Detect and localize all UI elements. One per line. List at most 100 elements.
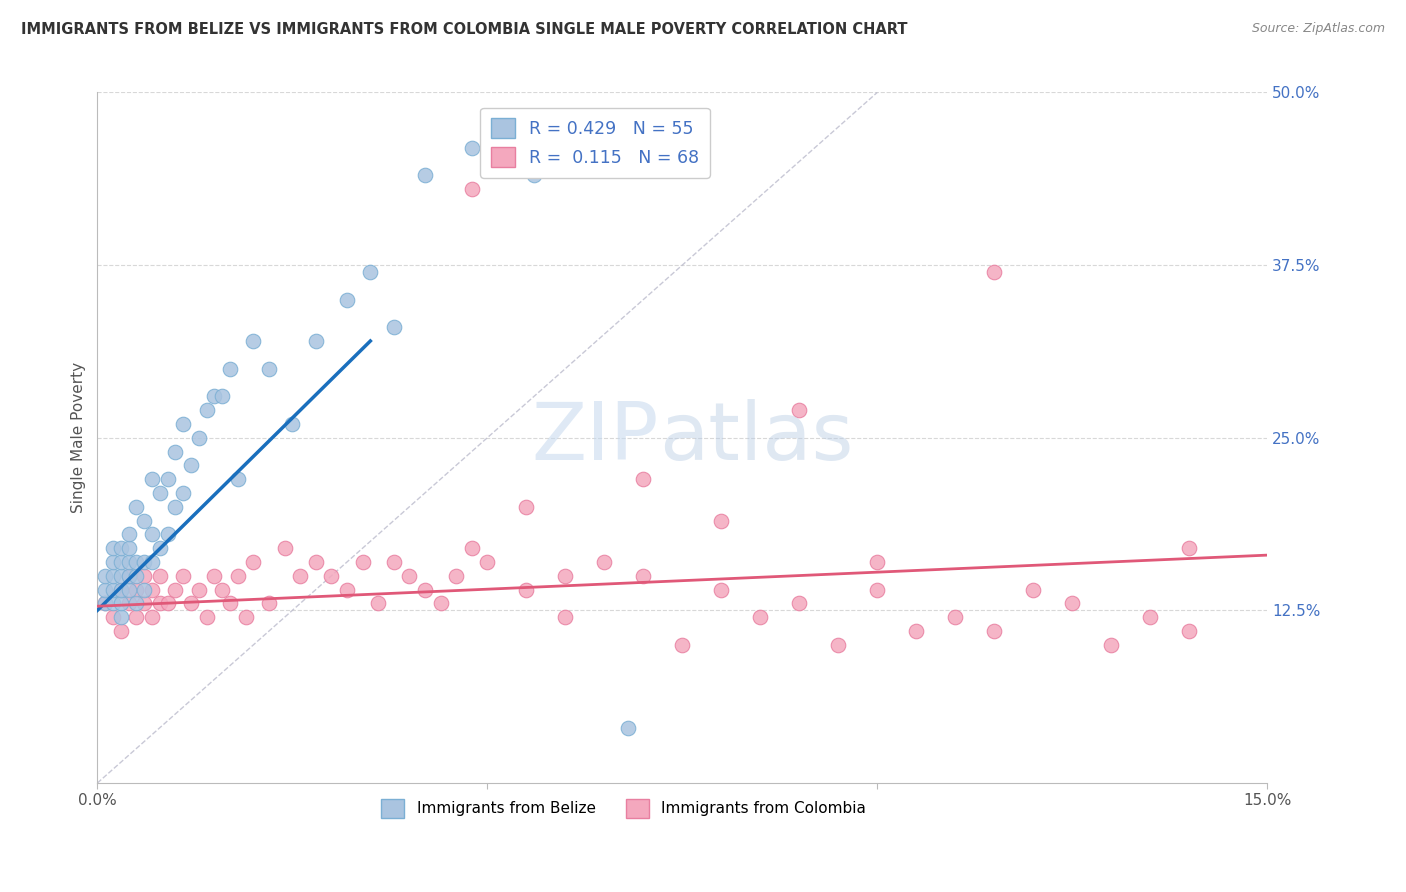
Point [165,500,187,514]
Point [336,293,359,307]
Point [288,569,311,583]
Point [671,638,693,652]
Point [117,597,139,611]
Point [461,182,484,196]
Point [523,168,546,182]
Point [156,527,179,541]
Point [134,569,156,583]
Point [827,638,849,652]
Point [352,555,374,569]
Point [165,582,187,597]
Point [382,320,405,334]
Point [1178,624,1201,639]
Point [710,582,733,597]
Point [94,582,117,597]
Point [94,597,117,611]
Point [257,597,280,611]
Point [134,597,156,611]
Point [195,610,218,624]
Point [336,582,359,597]
Point [257,361,280,376]
Point [134,514,156,528]
Point [110,610,132,624]
Point [172,486,194,500]
Point [515,500,537,514]
Point [180,597,202,611]
Point [444,569,467,583]
Point [461,541,484,556]
Point [789,403,811,417]
Point [110,624,132,639]
Point [226,569,249,583]
Point [156,597,179,611]
Legend: Immigrants from Belize, Immigrants from Colombia: Immigrants from Belize, Immigrants from … [375,793,872,823]
Point [219,597,242,611]
Point [866,582,889,597]
Point [211,582,233,597]
Point [461,140,484,154]
Point [149,541,172,556]
Text: IMMIGRANTS FROM BELIZE VS IMMIGRANTS FROM COLOMBIA SINGLE MALE POVERTY CORRELATI: IMMIGRANTS FROM BELIZE VS IMMIGRANTS FRO… [21,22,908,37]
Point [983,624,1005,639]
Point [195,403,218,417]
Point [616,721,638,735]
Point [1062,597,1084,611]
Point [477,555,499,569]
Point [117,569,139,583]
Point [413,582,436,597]
Point [172,417,194,431]
Point [141,472,163,486]
Point [211,389,233,403]
Point [117,527,139,541]
Point [905,624,928,639]
Point [1178,541,1201,556]
Point [235,610,257,624]
Point [110,569,132,583]
Point [110,597,132,611]
Point [141,610,163,624]
Point [429,597,451,611]
Point [749,610,772,624]
Point [125,569,148,583]
Point [101,569,124,583]
Point [219,361,242,376]
Point [1099,638,1122,652]
Point [125,555,148,569]
Point [187,582,209,597]
Text: Source: ZipAtlas.com: Source: ZipAtlas.com [1251,22,1385,36]
Point [134,582,156,597]
Point [554,610,576,624]
Point [149,486,172,500]
Point [382,555,405,569]
Point [141,582,163,597]
Point [710,514,733,528]
Point [117,555,139,569]
Point [156,472,179,486]
Point [398,569,420,583]
Point [172,569,194,583]
Point [983,265,1005,279]
Point [149,569,172,583]
Point [110,582,132,597]
Point [226,472,249,486]
Point [134,555,156,569]
Point [305,555,328,569]
Point [101,555,124,569]
Point [273,541,295,556]
Point [242,555,264,569]
Point [165,444,187,458]
Point [141,555,163,569]
Point [242,334,264,348]
Point [305,334,328,348]
Text: atlas: atlas [659,399,853,476]
Point [633,569,655,583]
Point [1022,582,1045,597]
Point [202,569,225,583]
Point [94,569,117,583]
Point [101,610,124,624]
Point [110,555,132,569]
Point [125,597,148,611]
Point [187,431,209,445]
Point [149,597,172,611]
Point [554,569,576,583]
